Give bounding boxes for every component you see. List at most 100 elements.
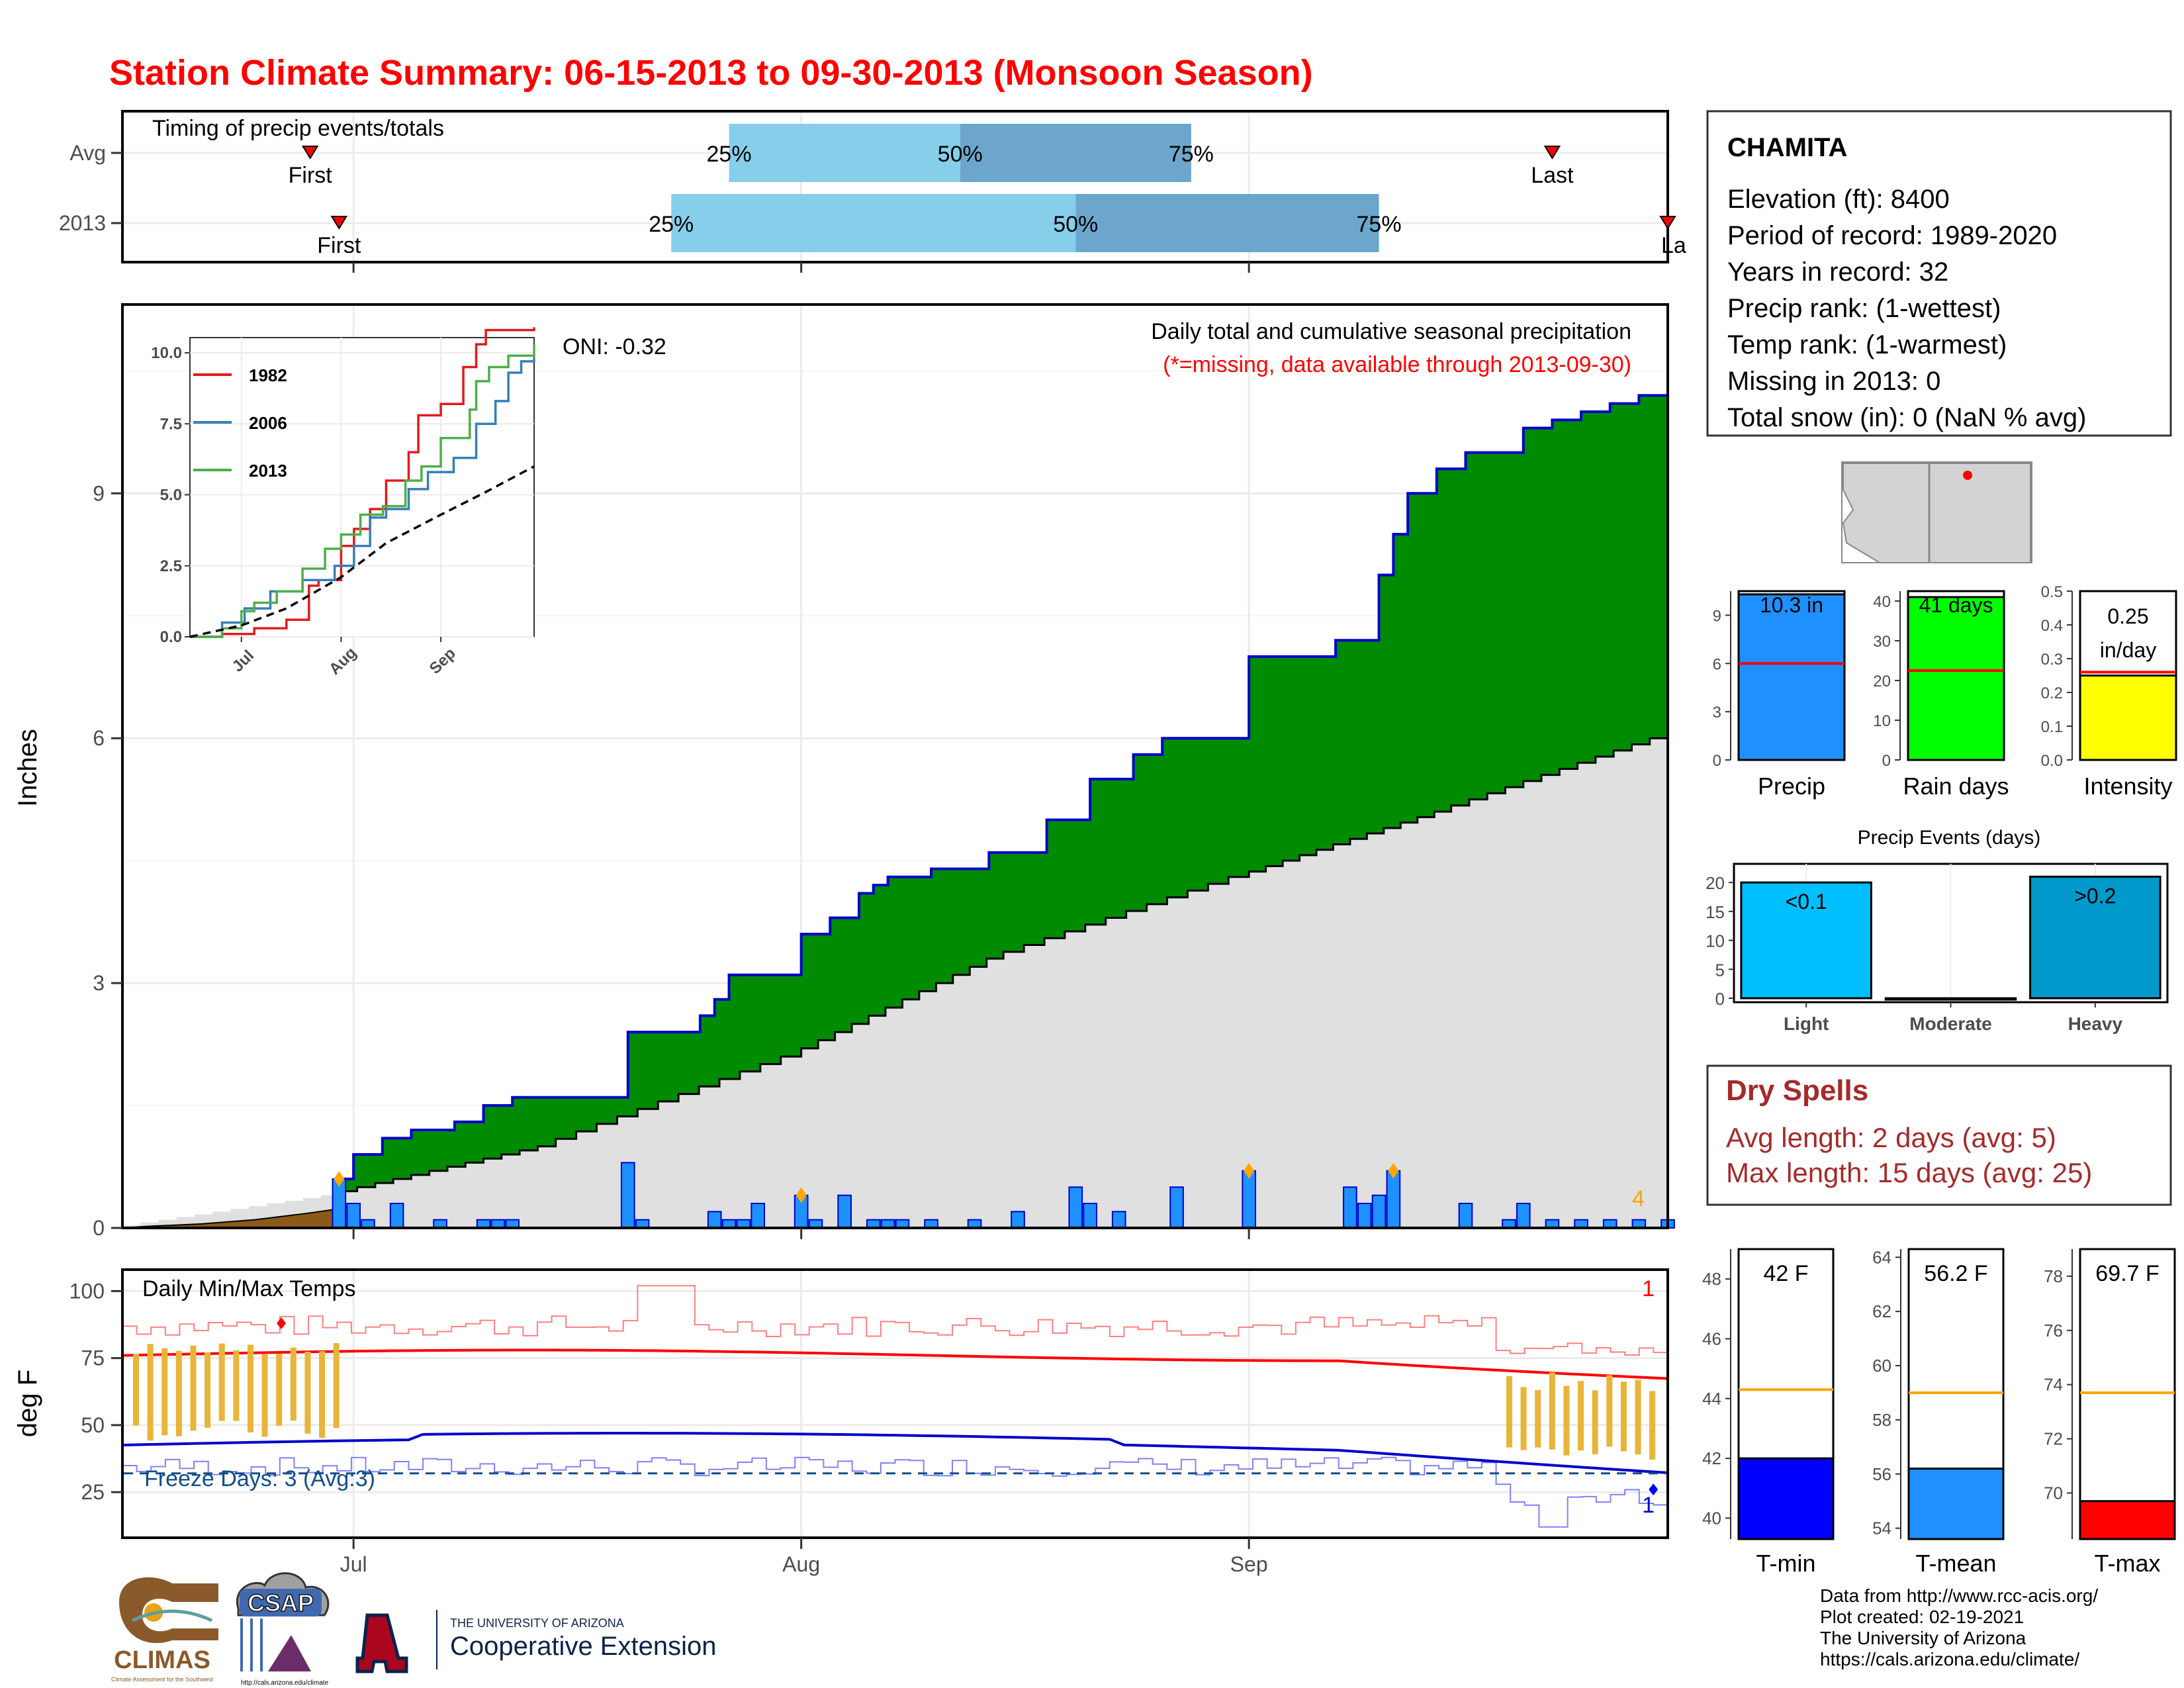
precip-bar (1737, 593, 1846, 761)
station-location-dot (1963, 471, 1972, 480)
temp-bar-label: T-max (2094, 1550, 2160, 1577)
station-info: CHAMITA Elevation (ft): 8400 Period of r… (1706, 110, 2172, 437)
daily-temp-bar (319, 1351, 326, 1438)
temps-panel: 25 50 75 100 Jul Aug Sep deg F Daily Min/Max … (13, 1268, 1669, 1576)
credit-line: https://cals.arizona.edu/climate/ (1820, 1649, 2079, 1669)
intensity-value: 0.25 (2107, 604, 2148, 628)
daily-temp-bar (333, 1342, 340, 1429)
temp-bar-ytick: 72 (2044, 1429, 2063, 1449)
credits: Data from http://www.rcc-acis.org/ Plot … (1820, 1585, 2098, 1669)
events-ytick: 15 (1706, 902, 1725, 922)
inset-ytick: 0.0 (160, 628, 182, 646)
temp-bar-ytick: 56 (1872, 1464, 1891, 1484)
temps-ylabel: deg F (13, 1370, 42, 1437)
timing-pct-label: 50% (938, 142, 983, 167)
daily-temp-bar (1635, 1380, 1641, 1455)
summary-bars: 0 3 6 9 Precip 10.3 in 0 10 20 30 40 Rain days 41 da… (1713, 583, 2177, 800)
temp-bar-label: T-mean (1915, 1550, 1996, 1577)
cumulative-2013-line (338, 387, 1669, 1204)
temps-xtick: Aug (782, 1552, 820, 1576)
timing-last-label: La (1661, 233, 1686, 258)
temp-bar-t-min (1737, 1457, 1835, 1540)
temps-title: Daily Min/Max Temps (142, 1276, 355, 1301)
events-ytick: 20 (1706, 873, 1725, 893)
daily-precip-bar (1343, 1186, 1357, 1229)
ua-small-text: THE UNIVERSITY OF ARIZONA (450, 1617, 624, 1630)
station-line: Precip rank: (1-wettest) (1727, 294, 2001, 323)
chart-title: Station Climate Summary: 06-15-2013 to 0… (109, 53, 1313, 93)
climas-subtext: Climate Assessment for the Southwest (111, 1676, 214, 1683)
events-bar-light (1740, 881, 1872, 1000)
summary-ytick: 0 (1882, 752, 1891, 770)
inset-ytick: 5.0 (160, 487, 182, 504)
temp-bar-ytick: 40 (1702, 1508, 1721, 1528)
daily-temp-bar (175, 1350, 182, 1436)
daily-precip-bar (1458, 1203, 1473, 1229)
timing-pct-label: 50% (1053, 212, 1098, 237)
daily-temp-bar (276, 1353, 283, 1426)
temp-bar-ytick: 64 (1872, 1247, 1891, 1267)
timing-last-label: Last (1531, 163, 1574, 188)
csap-text: CSAP (248, 1589, 314, 1617)
temp-bar-value: 69.7 F (2095, 1261, 2159, 1286)
temps-ytick: 75 (81, 1346, 105, 1370)
csap-logo: CSAP http://cals.arizona.edu/climate (236, 1572, 330, 1687)
min-count: 1 (1642, 1493, 1655, 1518)
summary-ytick: 0.0 (2041, 752, 2063, 770)
climas-logo: CLIMAS Climate Assessment for the Southw… (111, 1577, 218, 1683)
daily-precip-bar (1169, 1186, 1184, 1229)
summary-ytick: 20 (1873, 673, 1891, 690)
summary-ytick: 0.5 (2041, 583, 2063, 601)
inset-ytick: 10.0 (151, 344, 182, 362)
inset-ytick: 7.5 (160, 415, 182, 433)
dry-spells-avg: Avg length: 2 days (avg: 5) (1726, 1122, 2056, 1153)
dry-spells-title: Dry Spells (1726, 1074, 1868, 1107)
timing-first-marker (330, 216, 348, 230)
timing-bar-2013-q2 (1075, 194, 1379, 252)
precip-extreme-marker (1244, 1162, 1255, 1179)
events-ytick: 5 (1715, 960, 1725, 980)
daily-temp-bar (304, 1352, 311, 1434)
temp-bar-ytick: 76 (2044, 1321, 2063, 1340)
temp-bar-ytick: 46 (1702, 1329, 1721, 1348)
timing-pct-label: 75% (1357, 212, 1402, 237)
record-min-line (122, 1456, 1668, 1528)
station-line: Years in record: 32 (1727, 258, 1948, 287)
station-line: Temp rank: (1-warmest) (1727, 330, 2007, 359)
legend-2006: 2006 (249, 413, 287, 433)
daily-temp-bar (1649, 1391, 1656, 1460)
timing-panel: 25% 50% 75% First Last 25% 50% 75% First La Avg 2… (59, 110, 1686, 273)
precip-ytick: 3 (93, 971, 105, 995)
daily-precip-bar (1371, 1194, 1387, 1229)
events-bar-heavy (2029, 875, 2161, 1000)
temp-bar-frame (2079, 1248, 2176, 1540)
climas-text: CLIMAS (114, 1646, 210, 1674)
timing-first-label: First (317, 233, 361, 258)
daily-temp-bar (133, 1354, 139, 1426)
summary-ytick: 0.2 (2041, 684, 2063, 702)
timing-last-marker (1659, 216, 1676, 230)
daily-temp-bar (1606, 1375, 1613, 1447)
temp-bar-value: 42 F (1763, 1261, 1808, 1286)
daily-precip-bar (389, 1203, 404, 1229)
daily-temp-bar (1520, 1387, 1527, 1450)
ua-logo: THE UNIVERSITY OF ARIZONA Cooperative Ex… (355, 1610, 716, 1673)
dry-spells-max: Max length: 15 days (avg: 25) (1726, 1157, 2092, 1188)
precip-ytick: 0 (93, 1216, 105, 1240)
temp-bar-ytick: 74 (2044, 1375, 2063, 1395)
freeze-days: Freeze Days: 3 (Avg:3) (144, 1466, 375, 1491)
timing-first-marker (301, 146, 319, 160)
daily-precip-bar (751, 1203, 766, 1229)
timing-row-2013: 2013 (59, 211, 106, 235)
oni-value: ONI: -0.32 (563, 334, 666, 359)
temps-ytick: 25 (81, 1480, 105, 1504)
inset-avg-line (189, 465, 535, 638)
temps-xtick: Jul (340, 1552, 367, 1576)
daily-precip-bar (1242, 1170, 1256, 1229)
temp-summary-bars: 40 42 44 46 48 42 F T-min 54 56 58 60 62 64 56.2 F T-m… (1702, 1247, 2176, 1577)
daily-temp-bar (147, 1344, 154, 1441)
events-ytick: 10 (1706, 931, 1725, 951)
precip-ytick: 9 (93, 481, 105, 505)
summary-ytick: 3 (1713, 704, 1721, 722)
precip-panel: 0 3 6 9 Inches Daily total and cumulative s… (13, 303, 1675, 1240)
